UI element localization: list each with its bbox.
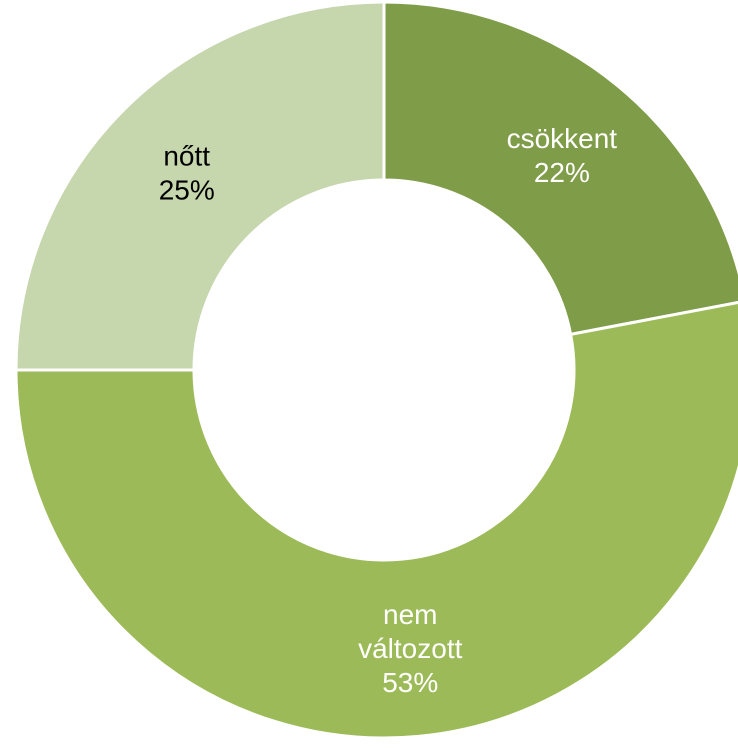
donut-slices: [14, 0, 738, 740]
data-label-nott: nőtt 25%: [159, 141, 215, 206]
slice-nott: [14, 0, 386, 372]
data-label-percent: 25%: [159, 175, 215, 206]
data-label-category: változott: [358, 633, 462, 664]
slice-nem-valtozott: [14, 300, 738, 740]
data-label-nem-valtozott: nem változott 53%: [358, 599, 462, 698]
slice-csokkent: [382, 0, 738, 337]
data-label-percent: 53%: [382, 667, 438, 698]
data-label-category: csökkent: [507, 123, 618, 154]
data-label-category: nem: [383, 599, 437, 630]
data-labels: csökkent 22% nem változott 53% nőtt 25%: [159, 123, 618, 698]
data-label-percent: 22%: [534, 157, 590, 188]
data-label-category: nőtt: [163, 141, 210, 172]
data-label-csokkent: csökkent 22%: [507, 123, 618, 188]
